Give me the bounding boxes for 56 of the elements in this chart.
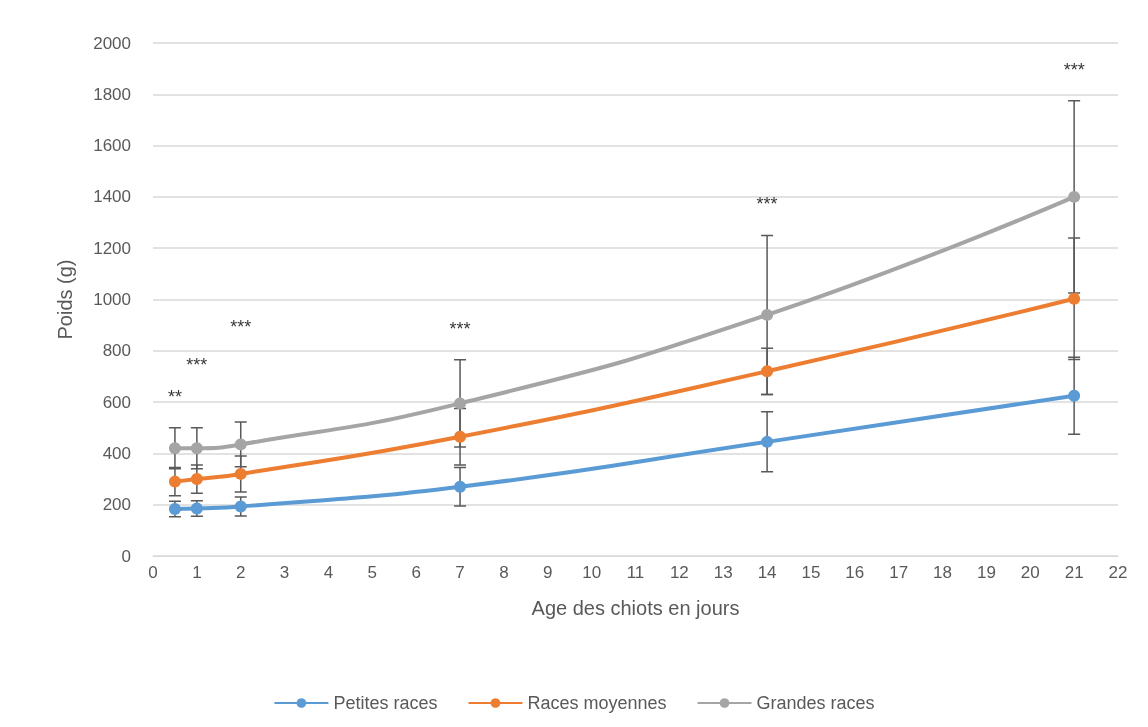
x-tick-label: 14 bbox=[757, 563, 777, 582]
legend-label: Petites races bbox=[333, 693, 438, 713]
y-tick-label: 0 bbox=[121, 546, 131, 566]
annotation: *** bbox=[186, 354, 208, 375]
point bbox=[1068, 292, 1081, 305]
x-tick-label: 9 bbox=[543, 563, 553, 582]
x-tick-label: 17 bbox=[889, 563, 909, 582]
x-tick-label: 7 bbox=[455, 563, 465, 582]
y-tick-label: 600 bbox=[102, 392, 131, 412]
y-tick-label: 400 bbox=[102, 443, 131, 463]
point bbox=[234, 438, 247, 451]
point bbox=[190, 442, 203, 455]
annotation: *** bbox=[756, 194, 778, 215]
y-tick-label: 1800 bbox=[93, 84, 131, 104]
y-tick-label: 200 bbox=[102, 495, 131, 515]
point bbox=[1068, 389, 1081, 402]
y-tick-label: 2000 bbox=[93, 33, 131, 53]
x-tick-label: 4 bbox=[323, 563, 334, 582]
legend-label: Races moyennes bbox=[527, 693, 667, 713]
x-tick-label: 5 bbox=[367, 563, 378, 582]
annotation: *** bbox=[449, 318, 471, 339]
y-tick-label: 1600 bbox=[93, 136, 131, 156]
y-tick-label: 1400 bbox=[93, 187, 131, 207]
annotation: *** bbox=[230, 317, 252, 338]
point bbox=[761, 435, 774, 448]
x-tick-label: 2 bbox=[235, 563, 246, 582]
annotation: ** bbox=[167, 386, 182, 407]
x-tick-label: 22 bbox=[1108, 563, 1128, 582]
x-tick-label: 12 bbox=[669, 563, 689, 582]
point bbox=[454, 397, 467, 410]
x-tick-label: 0 bbox=[148, 563, 158, 582]
x-tick-label: 20 bbox=[1020, 563, 1040, 582]
point bbox=[1068, 190, 1081, 203]
x-tick-label: 15 bbox=[801, 563, 821, 582]
x-tick-label: 10 bbox=[582, 563, 602, 582]
point bbox=[761, 365, 774, 378]
point bbox=[168, 442, 181, 455]
x-tick-label: 8 bbox=[499, 563, 509, 582]
x-tick-label: 21 bbox=[1064, 563, 1084, 582]
x-tick-label: 11 bbox=[626, 563, 645, 582]
x-tick-label: 16 bbox=[845, 563, 865, 582]
y-tick-label: 1000 bbox=[93, 290, 131, 309]
x-axis-title: Age des chiots en jours bbox=[531, 597, 740, 619]
annotation: *** bbox=[1063, 59, 1085, 80]
point bbox=[454, 430, 467, 443]
x-tick-label: 19 bbox=[976, 563, 996, 582]
x-tick-label: 13 bbox=[713, 563, 733, 582]
x-tick-label: 18 bbox=[933, 563, 953, 582]
point bbox=[761, 308, 774, 321]
y-tick-label: 800 bbox=[102, 341, 131, 361]
y-axis-title: Poids (g) bbox=[54, 259, 76, 340]
x-tick-label: 6 bbox=[411, 563, 421, 582]
x-tick-label: 1 bbox=[192, 563, 202, 582]
legend-label: Grandes races bbox=[756, 693, 875, 713]
x-tick-label: 3 bbox=[279, 563, 290, 582]
y-tick-label: 1200 bbox=[93, 238, 131, 258]
